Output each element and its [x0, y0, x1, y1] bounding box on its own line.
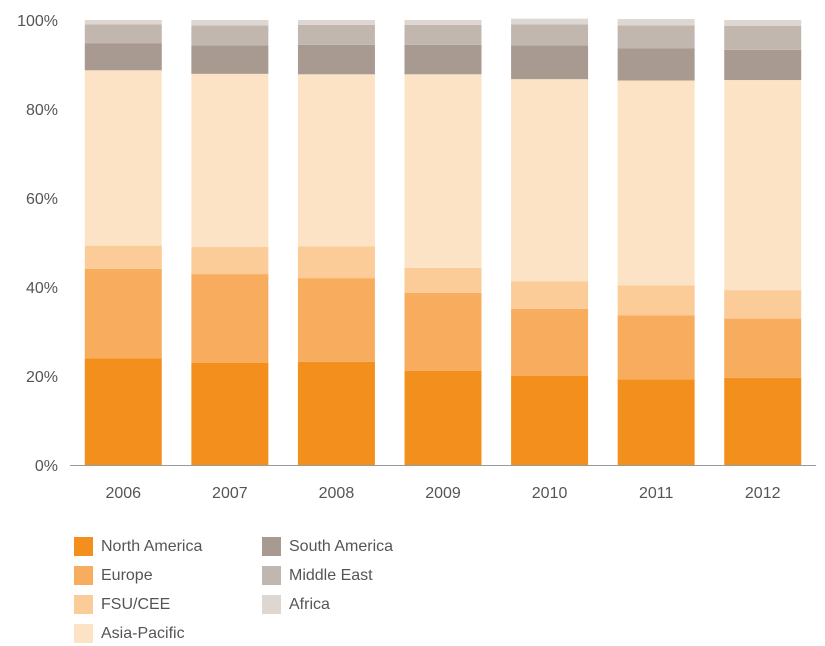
x-tick-label: 2007: [212, 485, 248, 502]
legend-swatch: [262, 537, 281, 556]
x-tick-label: 2009: [425, 485, 461, 502]
legend-label: Europe: [101, 566, 153, 584]
legend-label: North America: [101, 537, 203, 555]
bar-segment: [511, 24, 589, 46]
bar-segment: [297, 278, 375, 362]
bar-segment: [404, 267, 482, 293]
bar-segment: [191, 274, 269, 363]
legend-swatch: [74, 566, 93, 585]
legend-item-fsu-cee: FSU/CEE: [74, 592, 262, 617]
legend-label: Asia-Pacific: [101, 624, 185, 642]
bar-segment: [84, 24, 162, 44]
bar-segment: [297, 24, 375, 45]
bar-segment: [404, 44, 482, 75]
bar-segment: [724, 49, 802, 81]
bar-segment: [617, 80, 695, 286]
bars: [84, 18, 802, 465]
bar-segment: [724, 20, 802, 26]
y-tick-label: 80%: [26, 102, 58, 119]
bar-segment: [84, 245, 162, 269]
bar-segment: [404, 20, 482, 25]
bar-segment: [191, 25, 269, 46]
bar-segment: [404, 370, 482, 465]
legend-swatch: [262, 566, 281, 585]
bar-segment: [191, 73, 269, 247]
bar-segment: [511, 45, 589, 80]
bar-segment: [191, 362, 269, 465]
legend-label: Africa: [289, 595, 330, 613]
legend-swatch: [74, 537, 93, 556]
legend: North America South America Europe Middl…: [74, 534, 422, 646]
legend-item-south-america: South America: [262, 534, 422, 559]
bar-segment: [297, 246, 375, 279]
bar-segment: [617, 48, 695, 81]
bar-segment: [511, 281, 589, 309]
bar-segment: [617, 19, 695, 26]
y-tick-label: 60%: [26, 191, 58, 208]
legend-item-europe: Europe: [74, 563, 262, 588]
bar-segment: [511, 79, 589, 282]
bar-segment: [297, 74, 375, 247]
x-axis: 2006 2007 2008 2009 2010 2011 2012: [105, 485, 780, 502]
bar-segment: [724, 377, 802, 465]
bar-segment: [297, 20, 375, 25]
legend-item-middle-east: Middle East: [262, 563, 422, 588]
bar-segment: [84, 43, 162, 71]
x-tick-label: 2006: [105, 485, 141, 502]
bar-segment: [84, 268, 162, 359]
legend-item-north-america: North America: [74, 534, 262, 559]
bar-segment: [724, 25, 802, 50]
bar-segment: [724, 290, 802, 319]
legend-swatch: [74, 595, 93, 614]
bar-segment: [404, 292, 482, 371]
bar-segment: [297, 361, 375, 465]
legend-swatch: [262, 595, 281, 614]
bar-segment: [191, 45, 269, 74]
bar-segment: [617, 379, 695, 465]
bar-segment: [84, 358, 162, 465]
legend-label: Middle East: [289, 566, 373, 584]
bar-segment: [724, 318, 802, 378]
y-tick-label: 100%: [17, 13, 58, 30]
x-tick-label: 2008: [319, 485, 355, 502]
bar-segment: [84, 20, 162, 25]
bar-segment: [84, 70, 162, 246]
legend-label: FSU/CEE: [101, 595, 171, 613]
bar-segment: [404, 24, 482, 45]
x-tick-label: 2010: [532, 485, 568, 502]
bar-segment: [617, 315, 695, 380]
bar-segment: [191, 20, 269, 26]
legend-label: South America: [289, 537, 394, 555]
legend-item-asia-pacific: Asia-Pacific: [74, 621, 262, 646]
bar-segment: [511, 18, 589, 25]
bar-segment: [617, 285, 695, 316]
y-tick-label: 0%: [35, 458, 58, 475]
bar-segment: [511, 376, 589, 465]
bar-segment: [404, 74, 482, 268]
legend-item-africa: Africa: [262, 592, 422, 617]
legend-swatch: [74, 624, 93, 643]
bar-segment: [511, 308, 589, 376]
y-tick-label: 40%: [26, 280, 58, 297]
bar-segment: [724, 80, 802, 291]
bar-segment: [617, 25, 695, 49]
x-tick-label: 2012: [745, 485, 781, 502]
bar-segment: [191, 246, 269, 275]
stacked-bar-chart: 0%20%40%60%80%100% 2006 2007 2008 2009 2010 2…: [17, 13, 816, 502]
y-tick-label: 20%: [26, 369, 58, 386]
bar-segment: [297, 44, 375, 75]
y-axis: 0% 20% 40% 60% 80% 100%: [17, 13, 58, 475]
x-tick-label: 2011: [639, 485, 674, 502]
